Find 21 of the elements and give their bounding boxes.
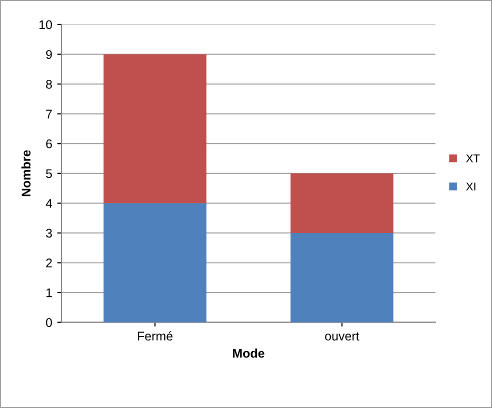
y-tick-label: 2 <box>46 258 52 268</box>
legend-label: XI <box>466 182 476 190</box>
y-tick-label: 9 <box>46 50 52 59</box>
y-tick-label: 3 <box>46 228 52 238</box>
y-tick-label: 4 <box>46 199 52 208</box>
y-tick-label: 7 <box>46 110 52 118</box>
y-tick-label: 10 <box>40 20 52 30</box>
y-tick-label: 0 <box>46 318 52 327</box>
bar <box>290 232 394 322</box>
x-tick-label: ouvert <box>325 332 360 341</box>
bar <box>104 54 206 204</box>
x-axis-title: Mode <box>232 348 264 358</box>
y-tick-label: 6 <box>46 139 52 148</box>
legend-label: XT <box>466 154 480 162</box>
bar <box>104 203 206 322</box>
y-tick-label: 5 <box>46 169 52 178</box>
y-tick-label: 8 <box>46 80 52 89</box>
bar <box>290 173 394 233</box>
y-tick-label: 1 <box>46 288 52 298</box>
y-axis-title: Nombre <box>21 150 31 196</box>
x-tick-label: Fermé <box>138 331 172 341</box>
